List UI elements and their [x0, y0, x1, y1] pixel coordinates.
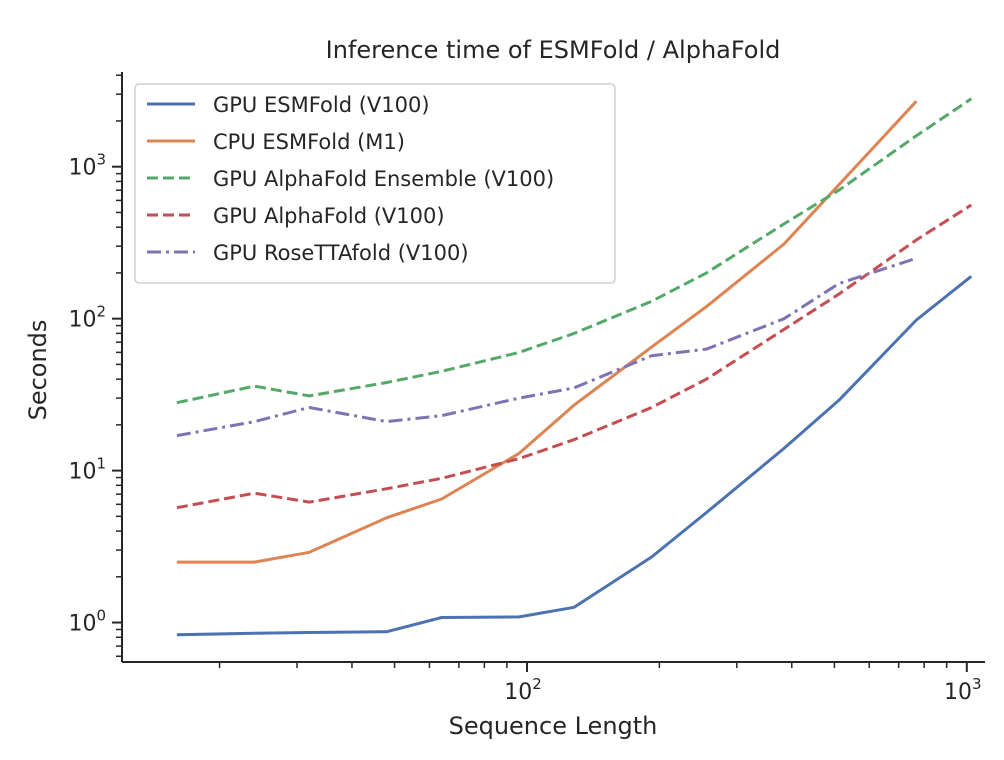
series-line-2 — [176, 100, 918, 564]
x-tick-label: 103 — [944, 675, 982, 705]
y-tick-label: 102 — [68, 303, 106, 333]
x-tick-label: 102 — [504, 675, 542, 705]
series-line-1 — [176, 275, 973, 637]
y-tick-label: 103 — [68, 151, 106, 181]
series-line-5 — [176, 256, 917, 438]
x-axis-label: Sequence Length — [449, 712, 658, 740]
y-tick-label: 101 — [68, 455, 106, 485]
series-layer — [176, 97, 973, 637]
legend-label-4: GPU AlphaFold (V100) — [213, 204, 445, 228]
y-axis-label: Seconds — [24, 320, 52, 421]
legend-label-3: GPU AlphaFold Ensemble (V100) — [213, 167, 554, 191]
chart-title: Inference time of ESMFold / AlphaFold — [326, 36, 781, 64]
legend-label-2: CPU ESMFold (M1) — [213, 130, 405, 154]
y-tick-label: 100 — [68, 607, 106, 637]
series-line-4 — [176, 203, 973, 510]
legend: GPU ESMFold (V100) CPU ESMFold (M1) GPU Al… — [134, 83, 616, 284]
legend-label-1: GPU ESMFold (V100) — [213, 93, 430, 117]
legend-label-5: GPU RoseTTAfold (V100) — [213, 241, 469, 265]
axes: 102 103 100 101 102 103 — [68, 72, 985, 705]
series-line-3 — [176, 97, 973, 405]
legend-box — [134, 83, 616, 284]
